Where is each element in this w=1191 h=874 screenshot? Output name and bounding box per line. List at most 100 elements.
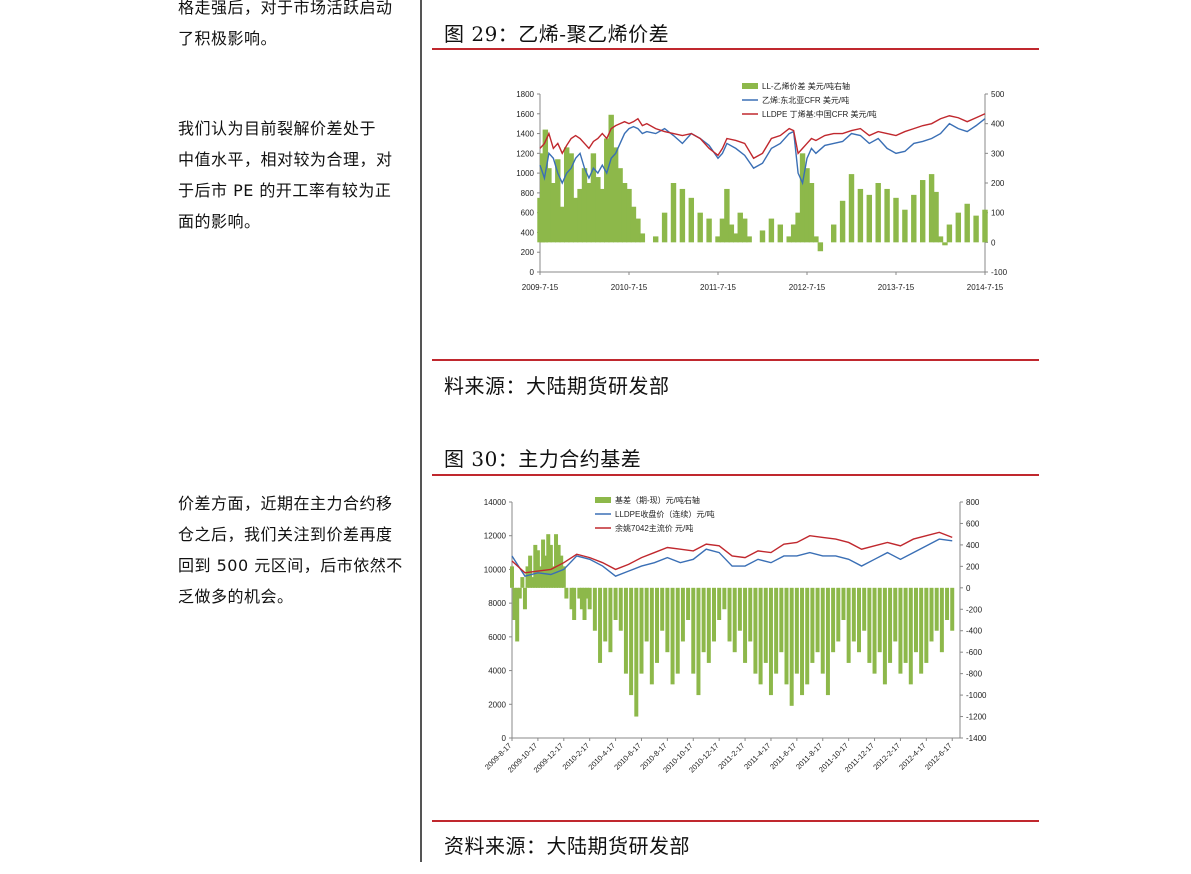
spread-bar — [608, 114, 614, 243]
paragraph-3-line: 回到 500 元区间，后市依然不 — [178, 556, 403, 575]
spread-bar — [706, 587, 711, 663]
figure-29-bottom-rule — [432, 359, 1039, 361]
spread-bar — [630, 206, 637, 243]
spread-bar — [867, 587, 872, 663]
spread-bar — [512, 587, 517, 620]
y-tick-label-right: 500 — [991, 90, 1005, 99]
spread-bar — [701, 587, 706, 653]
legend-label: LLDPE 丁烯基:中国CFR 美元/吨 — [762, 109, 877, 119]
legend-label: 余姚7042主流价 元/吨 — [615, 523, 693, 533]
paragraph-2: 我们认为目前裂解价差处于 中值水平，相对较为合理，对 于后市 PE 的开工率有较… — [178, 113, 416, 237]
paragraph-3-line: 仓之后，我们关注到价差再度 — [178, 525, 393, 544]
legend-label: LLDPE收盘价（连续）元/吨 — [615, 509, 715, 519]
spread-bar — [857, 188, 864, 243]
spread-bar — [805, 587, 810, 685]
spread-bar — [795, 212, 801, 243]
y-tick-label-left: 6000 — [488, 633, 506, 642]
spread-bar — [613, 587, 618, 620]
column-divider — [420, 0, 422, 862]
paragraph-2-line: 面的影响。 — [178, 212, 261, 231]
spread-bar — [555, 159, 561, 243]
x-tick-label: 2009-7-15 — [522, 283, 559, 292]
spread-bar — [841, 587, 846, 620]
spread-bar — [815, 587, 820, 653]
spread-bar — [872, 587, 877, 674]
spread-bar — [982, 209, 988, 243]
spread-bar — [577, 188, 583, 243]
spread-bar — [717, 587, 722, 620]
spread-bar — [635, 218, 641, 243]
spread-bar — [603, 587, 608, 642]
paragraph-1: 格走强后，对于市场活跃启动 了积极影响。 — [178, 0, 416, 54]
spread-bar — [660, 587, 665, 631]
spread-bar — [741, 218, 748, 243]
figure-30-top-rule — [432, 474, 1039, 476]
y-tick-label-right: -100 — [991, 268, 1008, 277]
spread-bar — [804, 168, 810, 243]
paragraph-1-line: 格走强后，对于市场活跃启动 — [178, 0, 393, 17]
spread-bar — [546, 168, 552, 243]
figure-30-bottom-rule — [432, 820, 1039, 822]
spread-bar — [964, 203, 970, 243]
spread-bar — [577, 587, 582, 599]
spread-bar — [649, 587, 654, 685]
y-tick-label-right: 400 — [991, 120, 1005, 129]
legend-swatch-spread — [742, 83, 758, 89]
spread-bar — [945, 587, 950, 620]
spread-bar — [595, 177, 601, 243]
spread-bar — [655, 587, 660, 663]
spread-bar — [670, 183, 677, 243]
spread-bar — [525, 566, 530, 588]
y-tick-label-right: 100 — [991, 209, 1005, 218]
spread-bar — [893, 587, 898, 642]
spread-bar — [950, 587, 955, 631]
spread-bar — [711, 587, 716, 642]
x-tick-label: 2010-4-17 — [586, 741, 617, 772]
spread-bar — [564, 587, 569, 599]
spread-bar — [908, 587, 913, 685]
spread-bar — [799, 153, 806, 243]
red-series-line — [511, 531, 953, 574]
x-tick-label: 2010-7-15 — [611, 283, 648, 292]
spread-bar — [882, 587, 887, 685]
y-tick-label-left: 4000 — [488, 667, 506, 676]
legend-label: 基差（期-现）元/吨右轴 — [615, 495, 700, 505]
spread-bar — [579, 587, 584, 610]
legend-swatch-spread — [595, 497, 611, 503]
spread-bar — [604, 138, 610, 243]
legend-label: LL-乙烯价差 美元/吨右轴 — [762, 81, 850, 91]
spread-bar — [634, 587, 639, 717]
x-tick-label: 2011-2-17 — [716, 741, 746, 771]
spread-bar — [535, 550, 540, 588]
spread-bar — [520, 577, 525, 588]
y-tick-label-right: 200 — [991, 179, 1005, 188]
blue-series-line — [539, 118, 986, 186]
spread-bar — [831, 587, 836, 653]
spread-bar — [937, 236, 944, 243]
spread-bar — [568, 153, 574, 243]
spread-bar — [554, 534, 559, 588]
spread-bar — [626, 188, 632, 243]
red-series-line — [539, 113, 986, 160]
spread-bar — [612, 147, 619, 243]
x-tick-label: 2010-2-17 — [561, 741, 592, 772]
spread-bar — [629, 587, 634, 696]
spread-bar — [639, 587, 644, 674]
spread-bar — [884, 188, 890, 243]
spread-bar — [825, 587, 830, 696]
spread-bar — [548, 544, 553, 588]
spread-bar — [942, 242, 948, 246]
y-tick-label-right: 800 — [966, 498, 980, 507]
x-tick-label: 2012-4-17 — [897, 741, 928, 772]
spread-bar — [973, 215, 979, 243]
paragraph-1-line: 了积极影响。 — [178, 29, 278, 48]
spread-bar — [800, 587, 805, 696]
y-tick-label-left: 1000 — [516, 169, 534, 178]
y-tick-label-right: -800 — [966, 670, 983, 679]
x-tick-label: 2012-2-17 — [871, 741, 902, 772]
legend-label: 乙烯:东北亚CFR 美元/吨 — [762, 95, 849, 105]
spread-bar — [786, 236, 792, 243]
spread-bar — [848, 174, 855, 243]
x-tick-label: 2013-7-15 — [878, 283, 915, 292]
spread-bar — [510, 566, 514, 588]
